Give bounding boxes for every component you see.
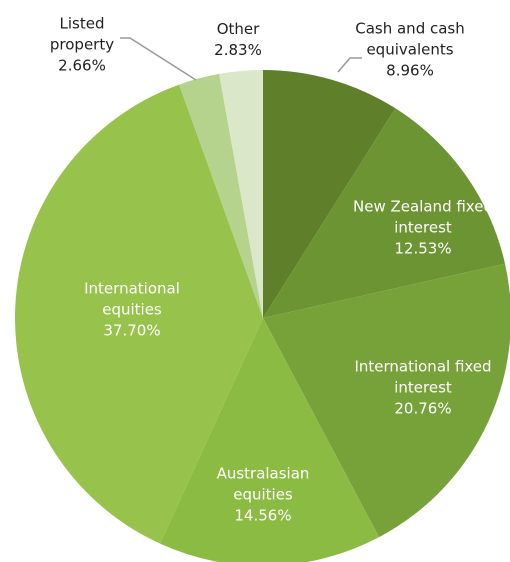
pie-slice (15, 84, 264, 544)
slice-label: Other 2.83% (198, 19, 278, 61)
category-label: International fixed interest (354, 357, 492, 397)
value-label: 14.56% (234, 506, 292, 525)
leader-line (120, 37, 197, 81)
category-label: Cash and cash equivalents (355, 19, 465, 59)
value-label: 2.83% (214, 41, 262, 59)
category-label: New Zealand fixed interest (353, 197, 493, 237)
slice-label: New Zealand fixed interest 12.53% (353, 197, 493, 260)
slice-label: Cash and cash equivalents 8.96% (335, 19, 485, 82)
category-label: Other (216, 20, 260, 38)
pie-slice (219, 70, 263, 318)
pie-slice (263, 263, 510, 538)
value-label: 20.76% (394, 399, 452, 418)
slice-label: Australasian equities 14.56% (203, 464, 323, 527)
pie-slice (160, 318, 380, 562)
value-label: 37.70% (103, 321, 161, 340)
value-label: 2.66% (58, 56, 106, 75)
pie-slice (263, 70, 396, 318)
category-label: Australasian equities (216, 464, 310, 504)
pie-slice (179, 73, 263, 318)
category-label: Listed property (49, 14, 115, 54)
category-label: International equities (84, 279, 180, 319)
slice-label: Listed property 2.66% (37, 14, 127, 77)
value-label: 12.53% (394, 239, 452, 258)
slice-label: International fixed interest 20.76% (353, 357, 493, 420)
slice-label: International equities 37.70% (62, 279, 202, 342)
value-label: 8.96% (386, 61, 434, 80)
leader-line (337, 57, 362, 73)
pie-slice (263, 108, 505, 318)
